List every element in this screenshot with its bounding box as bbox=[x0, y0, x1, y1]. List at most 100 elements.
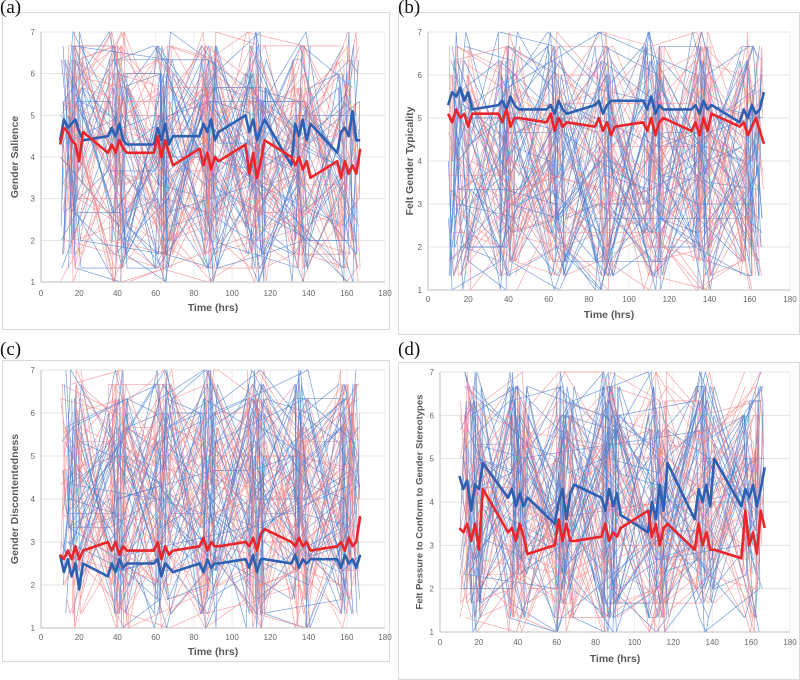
individual-trajectory bbox=[69, 426, 357, 629]
panel-label-c: (c) bbox=[0, 339, 22, 360]
panel-a: 1 2 3 4 5 6 7 0 20 40 60 80 100 120 140 160 180 Time (hrs… bbox=[9, 28, 392, 314]
individual-trajectory bbox=[465, 371, 761, 576]
x-tick-label: 100 bbox=[622, 295, 636, 304]
individual-trajectory bbox=[64, 59, 358, 255]
y-tick-label: 2 bbox=[31, 581, 36, 590]
y-tick-label: 5 bbox=[31, 111, 36, 120]
mean-line-red bbox=[59, 516, 362, 561]
individual-trajectory bbox=[77, 411, 342, 629]
x-tick-label: 160 bbox=[340, 289, 354, 298]
individual-trajectory bbox=[470, 31, 751, 291]
individual-trajectory bbox=[450, 74, 761, 291]
individual-trajectory bbox=[528, 400, 754, 604]
individual-trajectory bbox=[460, 386, 761, 633]
individual-trajectory bbox=[465, 399, 747, 576]
individual-trajectory bbox=[70, 45, 358, 283]
individual-trajectory bbox=[460, 31, 762, 262]
mean-line-blue bbox=[458, 457, 766, 534]
y-tick-label: 6 bbox=[430, 411, 435, 420]
x-tick-label: 40 bbox=[113, 633, 122, 642]
mean-line-blue bbox=[446, 86, 766, 124]
individual-trajectory bbox=[60, 31, 361, 255]
individual-trajectory bbox=[509, 400, 759, 633]
individual-trajectory bbox=[75, 369, 353, 614]
y-axis-label: Gender Salience bbox=[9, 116, 21, 198]
individual-trajectory bbox=[80, 369, 344, 629]
individual-trajectory bbox=[451, 74, 760, 277]
x-tick-label: 0 bbox=[39, 289, 44, 298]
individual-trajectory bbox=[459, 385, 698, 619]
y-tick-label: 6 bbox=[418, 71, 423, 80]
x-tick-label: 160 bbox=[744, 638, 758, 647]
x-tick-label: 100 bbox=[225, 289, 239, 298]
y-tick-label: 3 bbox=[418, 200, 423, 209]
x-tick-label: 40 bbox=[113, 289, 122, 298]
x-tick-label: 160 bbox=[743, 295, 757, 304]
individual-trajectory bbox=[467, 371, 762, 618]
x-tick-label: 140 bbox=[302, 289, 316, 298]
individual-trajectory bbox=[448, 88, 703, 277]
individual-trajectory bbox=[62, 45, 304, 283]
individual-trajectory bbox=[453, 73, 763, 234]
individual-trajectory bbox=[448, 45, 750, 291]
individual-trajectory bbox=[73, 30, 356, 283]
x-tick-label: 120 bbox=[264, 289, 278, 298]
individual-trajectory bbox=[60, 384, 360, 586]
panel-label-a: (a) bbox=[0, 0, 22, 18]
x-tick-label: 60 bbox=[552, 638, 561, 647]
individual-trajectory bbox=[61, 73, 360, 269]
individual-trajectory bbox=[516, 89, 761, 291]
individual-trajectory bbox=[68, 398, 340, 586]
y-tick-label: 5 bbox=[31, 452, 36, 461]
x-tick-label: 140 bbox=[703, 295, 717, 304]
individual-trajectory bbox=[448, 46, 757, 277]
y-tick-label: 7 bbox=[418, 28, 423, 37]
y-tick-label: 5 bbox=[418, 114, 423, 123]
individual-trajectory bbox=[107, 383, 352, 601]
individual-trajectory bbox=[72, 30, 352, 255]
y-tick-label: 3 bbox=[31, 538, 36, 547]
y-tick-label: 7 bbox=[430, 368, 435, 377]
x-tick-label: 160 bbox=[340, 633, 354, 642]
x-tick-label: 80 bbox=[584, 295, 593, 304]
individual-trajectory bbox=[453, 46, 753, 291]
y-tick-label: 7 bbox=[31, 28, 36, 37]
mean-line-red bbox=[58, 126, 362, 180]
individual-trajectory bbox=[73, 45, 346, 269]
individual-trajectory bbox=[74, 384, 350, 629]
individual-trajectory bbox=[453, 45, 759, 234]
individual-trajectory bbox=[62, 383, 347, 600]
individual-trajectory bbox=[68, 369, 340, 529]
x-tick-label: 180 bbox=[378, 289, 392, 298]
y-tick-label: 2 bbox=[430, 585, 435, 594]
individual-trajectory bbox=[471, 386, 707, 618]
individual-trajectory bbox=[451, 46, 750, 277]
x-tick-label: 120 bbox=[264, 633, 278, 642]
individual-trajectory bbox=[60, 427, 349, 629]
x-tick-label: 180 bbox=[783, 638, 797, 647]
individual-trajectory bbox=[120, 384, 353, 614]
y-tick-label: 1 bbox=[430, 628, 435, 637]
y-axis-label: Felt Pessure to Conform to Gender Stereo… bbox=[415, 395, 426, 610]
x-tick-label: 20 bbox=[474, 638, 483, 647]
x-tick-label: 0 bbox=[39, 633, 44, 642]
individual-trajectory bbox=[450, 31, 746, 263]
individual-trajectory bbox=[63, 86, 345, 255]
mean-line-red bbox=[446, 108, 766, 145]
x-tick-label: 40 bbox=[504, 295, 513, 304]
individual-trajectory bbox=[61, 59, 357, 241]
y-tick-label: 1 bbox=[31, 624, 36, 633]
individual-trajectory bbox=[465, 429, 761, 619]
y-tick-label: 4 bbox=[31, 495, 36, 504]
y-tick-label: 4 bbox=[31, 153, 36, 162]
panel-label-d: (d) bbox=[398, 339, 421, 360]
individual-trajectory bbox=[67, 59, 345, 256]
x-tick-label: 140 bbox=[706, 638, 720, 647]
y-tick-label: 5 bbox=[430, 455, 435, 464]
individual-trajectory bbox=[210, 369, 352, 571]
x-tick-label: 80 bbox=[591, 638, 600, 647]
x-axis-label: Time (hrs) bbox=[188, 302, 239, 314]
individual-trajectory bbox=[472, 385, 754, 618]
y-tick-label: 2 bbox=[31, 236, 36, 245]
